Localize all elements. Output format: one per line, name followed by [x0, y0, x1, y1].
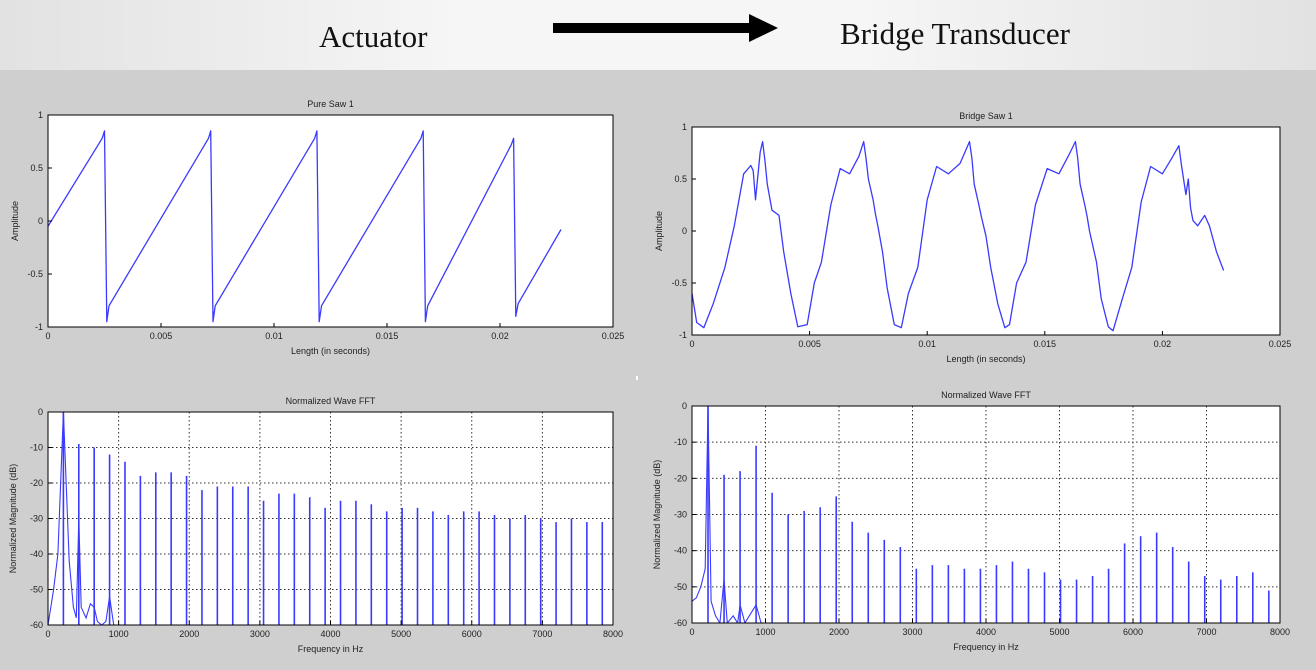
- x-tick-label: 2000: [829, 627, 849, 637]
- bridge-saw-plot: 0 0.005 0.01 0.015 0.02 0.025 1 0.5 0 -0.5 -1 Bridg…: [654, 111, 1291, 364]
- chart-title: Normalized Wave FFT: [941, 390, 1031, 400]
- y-tick-label: -20: [30, 478, 43, 488]
- y-tick-label: 0: [38, 407, 43, 417]
- y-axis-label: Amplitude: [10, 201, 20, 241]
- bridge-fft-plot: 0 1000 2000 3000 4000 5000 6000 7000 8000 0 -10 -20…: [652, 390, 1290, 652]
- y-tick-label: -40: [674, 546, 687, 556]
- y-tick-label: 1: [682, 122, 687, 132]
- y-tick-label: -60: [30, 620, 43, 630]
- y-tick-label: 0.5: [674, 174, 687, 184]
- x-tick-label: 7000: [1196, 627, 1216, 637]
- x-tick-label: 3000: [902, 627, 922, 637]
- pure-saw-plot: 0 0.005 0.01 0.015 0.02 0.025 1 0.5 0 -0.5 -1 Pure …: [10, 99, 624, 356]
- y-tick-label: -0.5: [27, 269, 43, 279]
- x-tick-label: 0: [689, 627, 694, 637]
- x-tick-label: 0.025: [1269, 339, 1292, 349]
- spectrum-floor-line: [692, 406, 762, 623]
- x-tick-label: 8000: [603, 629, 623, 639]
- y-axis-label: Normalized Magnitude (dB): [652, 460, 662, 570]
- y-tick-label: -1: [35, 322, 43, 332]
- y-tick-label: -30: [674, 510, 687, 520]
- y-tick-label: 1: [38, 110, 43, 120]
- y-tick-label: 0: [682, 401, 687, 411]
- x-tick-label: 4000: [976, 627, 996, 637]
- x-tick-label: 3000: [250, 629, 270, 639]
- x-tick-label: 0: [45, 331, 50, 341]
- actuator-fft-plot: 0 1000 2000 3000 4000 5000 6000 7000 8000 0 -10 -20…: [8, 396, 623, 654]
- y-tick-label: 0: [682, 226, 687, 236]
- y-axis-label: Normalized Magnitude (dB): [8, 464, 18, 574]
- bridge-transducer-label: Bridge Transducer: [840, 16, 1070, 51]
- waveform-line: [48, 130, 562, 323]
- y-axis-label: Amplitude: [654, 211, 664, 251]
- chart-title: Bridge Saw 1: [959, 111, 1013, 121]
- x-tick-label: 0.015: [1034, 339, 1057, 349]
- x-tick-label: 0: [45, 629, 50, 639]
- x-tick-label: 0.025: [602, 331, 625, 341]
- y-tick-label: -30: [30, 514, 43, 524]
- x-tick-label: 1000: [109, 629, 129, 639]
- x-tick-label: 0.02: [491, 331, 509, 341]
- y-tick-label: -50: [674, 582, 687, 592]
- x-axis-label: Frequency in Hz: [298, 644, 364, 654]
- y-tick-label: -60: [674, 618, 687, 628]
- x-tick-label: 7000: [532, 629, 552, 639]
- x-tick-label: 1000: [755, 627, 775, 637]
- x-axis-label: Frequency in Hz: [953, 642, 1019, 652]
- waveform-line: [692, 140, 1225, 332]
- x-tick-label: 8000: [1270, 627, 1290, 637]
- plots-figure: 0 0.005 0.01 0.015 0.02 0.025 1 0.5 0 -0.5 -1 Pure …: [8, 99, 1291, 654]
- data-layer: [48, 412, 604, 625]
- x-tick-label: 0.005: [798, 339, 821, 349]
- x-tick-label: 2000: [179, 629, 199, 639]
- plot-area: [48, 115, 613, 327]
- y-tick-label: 0.5: [30, 163, 43, 173]
- data-layer: [692, 406, 1270, 623]
- y-tick-label: -40: [30, 549, 43, 559]
- actuator-label: Actuator: [319, 19, 428, 54]
- spectrum-floor-line: [48, 412, 115, 625]
- y-tick-label: -20: [674, 473, 687, 483]
- plot-area: [692, 127, 1280, 335]
- stray-pixel: [636, 376, 638, 380]
- x-tick-label: 0.01: [918, 339, 936, 349]
- x-tick-label: 6000: [462, 629, 482, 639]
- x-tick-label: 0.015: [376, 331, 399, 341]
- x-tick-label: 0.005: [150, 331, 173, 341]
- x-tick-label: 0.02: [1154, 339, 1172, 349]
- x-tick-label: 0: [689, 339, 694, 349]
- chart-title: Pure Saw 1: [307, 99, 354, 109]
- x-tick-label: 6000: [1123, 627, 1143, 637]
- x-tick-label: 4000: [320, 629, 340, 639]
- data-layer: [48, 130, 562, 323]
- slide-header: Actuator Bridge Transducer: [0, 0, 1316, 70]
- y-tick-label: -10: [674, 437, 687, 447]
- x-tick-label: 5000: [1049, 627, 1069, 637]
- x-axis-label: Length (in seconds): [291, 346, 370, 356]
- chart-title: Normalized Wave FFT: [286, 396, 376, 406]
- right-arrow-icon: [553, 14, 778, 42]
- x-tick-label: 0.01: [265, 331, 283, 341]
- y-tick-label: 0: [38, 216, 43, 226]
- y-tick-label: -10: [30, 443, 43, 453]
- y-tick-label: -1: [679, 330, 687, 340]
- x-tick-label: 5000: [391, 629, 411, 639]
- y-tick-label: -0.5: [671, 278, 687, 288]
- y-tick-label: -50: [30, 585, 43, 595]
- data-layer: [692, 140, 1225, 332]
- x-axis-label: Length (in seconds): [946, 354, 1025, 364]
